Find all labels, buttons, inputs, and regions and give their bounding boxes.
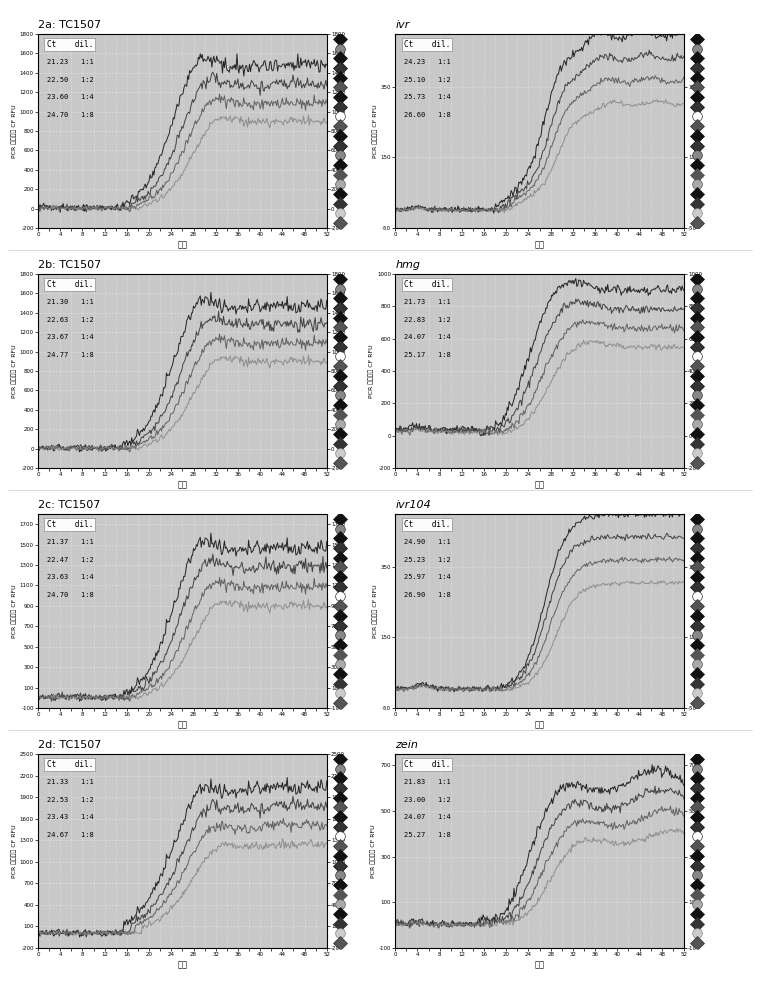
Text: 25.10   1:2: 25.10 1:2 bbox=[404, 77, 451, 83]
Text: 22.53   1:2: 22.53 1:2 bbox=[46, 797, 93, 803]
Text: Ct    dil.: Ct dil. bbox=[404, 280, 450, 289]
Text: 26.60   1:8: 26.60 1:8 bbox=[404, 112, 451, 118]
X-axis label: 循环: 循环 bbox=[534, 720, 545, 729]
Y-axis label: PCR 基线扣除 CF RFU: PCR 基线扣除 CF RFU bbox=[369, 344, 374, 398]
Y-axis label: PCR 基线扣除 CF RFU: PCR 基线扣除 CF RFU bbox=[11, 824, 17, 878]
Text: 21.37   1:1: 21.37 1:1 bbox=[46, 539, 93, 545]
Text: 22.50   1:2: 22.50 1:2 bbox=[46, 77, 93, 83]
X-axis label: 循环: 循环 bbox=[177, 240, 188, 249]
Text: hmg: hmg bbox=[395, 260, 420, 270]
Text: 25.23   1:2: 25.23 1:2 bbox=[404, 557, 451, 563]
X-axis label: 循环: 循环 bbox=[177, 480, 188, 489]
Y-axis label: PCR 基线扣除 CF RFU: PCR 基线扣除 CF RFU bbox=[372, 584, 378, 638]
Text: ivr: ivr bbox=[395, 20, 410, 30]
Text: 25.17   1:8: 25.17 1:8 bbox=[404, 352, 451, 358]
Text: 21.33   1:1: 21.33 1:1 bbox=[46, 779, 93, 785]
Y-axis label: PCR 基线扣除 CF RFU: PCR 基线扣除 CF RFU bbox=[11, 584, 17, 638]
Y-axis label: PCR 基线扣除 CF RFU: PCR 基线扣除 CF RFU bbox=[370, 824, 375, 878]
Y-axis label: PCR 基线扣除 CF RFU: PCR 基线扣除 CF RFU bbox=[11, 104, 17, 158]
Text: Ct    dil.: Ct dil. bbox=[46, 760, 93, 769]
Text: 23.43   1:4: 23.43 1:4 bbox=[46, 814, 93, 820]
X-axis label: 循环: 循环 bbox=[534, 240, 545, 249]
Text: 24.07   1:4: 24.07 1:4 bbox=[404, 334, 451, 340]
Text: Ct    dil.: Ct dil. bbox=[404, 40, 450, 49]
Text: Ct    dil.: Ct dil. bbox=[46, 280, 93, 289]
Text: 21.23   1:1: 21.23 1:1 bbox=[46, 59, 93, 65]
Text: 23.00   1:2: 23.00 1:2 bbox=[404, 797, 451, 803]
Text: zein: zein bbox=[395, 740, 418, 750]
Text: 2a: TC1507: 2a: TC1507 bbox=[38, 20, 101, 30]
Y-axis label: PCR 基线扣除 CF RFU: PCR 基线扣除 CF RFU bbox=[11, 344, 17, 398]
Text: 23.63   1:4: 23.63 1:4 bbox=[46, 574, 93, 580]
Text: 23.67   1:4: 23.67 1:4 bbox=[46, 334, 93, 340]
Text: 24.90   1:1: 24.90 1:1 bbox=[404, 539, 451, 545]
Text: 24.70   1:8: 24.70 1:8 bbox=[46, 112, 93, 118]
Text: 21.30   1:1: 21.30 1:1 bbox=[46, 299, 93, 305]
Text: 24.67   1:8: 24.67 1:8 bbox=[46, 832, 93, 838]
Text: Ct    dil.: Ct dil. bbox=[46, 40, 93, 49]
Text: 24.07   1:4: 24.07 1:4 bbox=[404, 814, 451, 820]
Text: Ct    dil.: Ct dil. bbox=[404, 760, 450, 769]
Text: 24.23   1:1: 24.23 1:1 bbox=[404, 59, 451, 65]
Text: 25.97   1:4: 25.97 1:4 bbox=[404, 574, 451, 580]
X-axis label: 循环: 循环 bbox=[534, 960, 545, 969]
Text: 2d: TC1507: 2d: TC1507 bbox=[38, 740, 101, 750]
Text: 25.73   1:4: 25.73 1:4 bbox=[404, 94, 451, 100]
Text: 22.63   1:2: 22.63 1:2 bbox=[46, 317, 93, 323]
Text: 22.83   1:2: 22.83 1:2 bbox=[404, 317, 451, 323]
Text: 22.47   1:2: 22.47 1:2 bbox=[46, 557, 93, 563]
Text: 26.90   1:8: 26.90 1:8 bbox=[404, 592, 451, 598]
Text: 25.27   1:8: 25.27 1:8 bbox=[404, 832, 451, 838]
X-axis label: 循环: 循环 bbox=[534, 480, 545, 489]
X-axis label: 循环: 循环 bbox=[177, 720, 188, 729]
Text: 23.60   1:4: 23.60 1:4 bbox=[46, 94, 93, 100]
Text: 21.83   1:1: 21.83 1:1 bbox=[404, 779, 451, 785]
Text: ivr104: ivr104 bbox=[395, 500, 431, 510]
Y-axis label: PCR 基线扣除 CF RFU: PCR 基线扣除 CF RFU bbox=[372, 104, 378, 158]
Text: 2b: TC1507: 2b: TC1507 bbox=[38, 260, 101, 270]
Text: 2c: TC1507: 2c: TC1507 bbox=[38, 500, 100, 510]
X-axis label: 循环: 循环 bbox=[177, 960, 188, 969]
Text: Ct    dil.: Ct dil. bbox=[404, 520, 450, 529]
Text: 24.70   1:8: 24.70 1:8 bbox=[46, 592, 93, 598]
Text: 21.73   1:1: 21.73 1:1 bbox=[404, 299, 451, 305]
Text: 24.77   1:8: 24.77 1:8 bbox=[46, 352, 93, 358]
Text: Ct    dil.: Ct dil. bbox=[46, 520, 93, 529]
